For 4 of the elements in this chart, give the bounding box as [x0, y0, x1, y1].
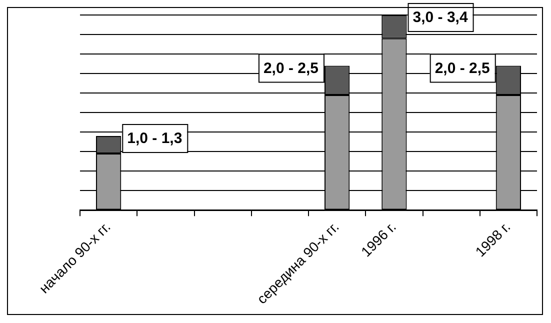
- annotation: 2,0 - 2,5: [263, 60, 318, 77]
- annotation: 3,0 - 3,4: [412, 9, 468, 26]
- annotation: 1,0 - 1,3: [127, 130, 182, 148]
- annotation: 2,0 - 2,5: [434, 60, 490, 77]
